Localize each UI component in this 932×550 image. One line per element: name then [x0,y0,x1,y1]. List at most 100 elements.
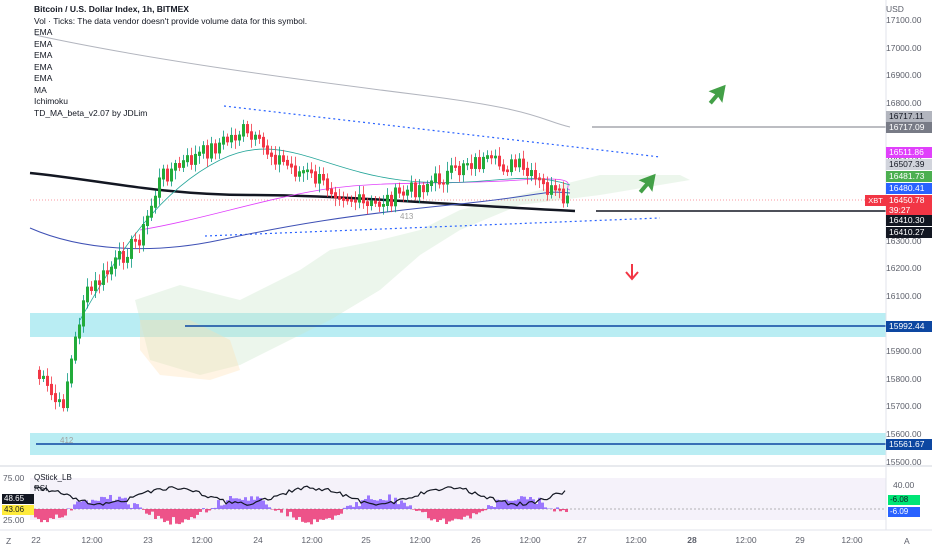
qstick-bar [475,509,478,515]
qstick-bar [112,500,115,509]
candle-body [406,189,409,196]
candle-body [94,280,97,291]
candle-body [422,185,425,193]
candle-body [510,159,513,173]
indicator-ema-1[interactable]: EMA [34,27,53,37]
qstick-bar [37,509,40,519]
qstick-bar [511,500,514,509]
qstick-bar [40,509,43,523]
qstick-bar [76,501,79,509]
qstick-bar [34,509,37,518]
candle-body [54,393,57,403]
qstick-bar [538,497,541,509]
candle-body [38,369,41,379]
ema-long-grey [34,34,571,128]
qstick-bar [73,504,76,509]
candle-body [230,134,233,143]
candle-body [114,257,117,269]
candle-body [86,286,89,303]
indicator-ma[interactable]: MA [34,84,47,95]
candle-body [542,178,545,185]
qstick-bar [322,509,325,520]
time-tick: 26 [471,535,481,545]
qstick-bar [442,509,445,519]
candle-body [414,182,417,198]
qstick-bar [307,509,310,523]
qstick-bar [280,509,283,513]
indicator-ichimoku[interactable]: Ichimoku [34,96,69,106]
qstick-bar [304,509,307,523]
price-tag: 16410.27 [886,227,932,238]
qstick-bar [148,509,151,515]
candle-body [338,196,341,200]
qstick-label[interactable]: QStick_LB [34,473,72,482]
indicator-ema-2[interactable]: EMA [34,38,53,49]
candle-body [282,155,285,162]
symbol-badge[interactable]: XBT [865,195,886,206]
qstick-bar [277,509,280,511]
indicator-ema-5[interactable]: EMA [34,73,53,83]
up-arrow-icon[interactable] [703,79,732,109]
rsi-label[interactable]: RSI [34,484,48,493]
qstick-bar [106,498,109,509]
zoom-icon[interactable]: Z [6,536,12,546]
candle-body [554,185,557,191]
candle-body [138,239,141,246]
qstick-bar [217,500,220,509]
up-arrow-icon[interactable] [633,168,662,198]
qstick-bar [235,498,238,509]
candle-body [306,169,309,173]
auto-scale-button[interactable]: A [904,536,910,546]
trendline-lower[interactable] [204,217,661,237]
qstick-bar [187,509,190,520]
candle-count-label: 412 [60,436,74,445]
qstick-bar [541,502,544,509]
rsi-line [34,485,566,507]
volume-note[interactable]: Vol · Ticks: The data vendor doesn't pro… [34,15,308,26]
qstick-bar [403,502,406,509]
qstick-bar [142,509,145,510]
trendline-upper[interactable] [223,105,661,158]
price-tag: 16410.30 [886,215,932,226]
ichimoku-cloud-bear [140,320,240,380]
currency-label[interactable]: USD [886,4,904,14]
qstick-value-tag: -6.08 [888,495,920,505]
qstick-bar [199,509,202,512]
indicator-ema-3[interactable]: EMA [34,50,53,60]
candle-body [150,205,153,218]
candle-body [506,169,509,173]
qstick-bar [244,497,247,509]
candle-body [154,195,157,208]
indicator-td-ma[interactable]: TD_MA_beta_v2.07 by JDLim [34,107,148,118]
price-tag: 16511.86 [886,147,932,158]
price-tag: 16717.09 [886,122,932,133]
time-tick: 12:00 [625,535,647,545]
candle-body [358,194,361,203]
qstick-bar [436,509,439,522]
candle-body [418,185,421,198]
candle-body [382,203,385,207]
candle-body [254,134,257,140]
qstick-bar [202,508,205,509]
down-arrow-icon[interactable] [625,264,639,281]
qstick-bar [262,500,265,509]
qstick-bar [181,509,184,523]
qstick-bar [196,509,199,515]
qstick-bar [346,505,349,509]
symbol-title[interactable]: Bitcoin / U.S. Dollar Index, 1h, BITMEX [34,4,189,14]
qstick-bar [178,509,181,525]
candlestick-series[interactable] [38,119,569,412]
price-tick: 16100.00 [886,291,922,301]
indicator-ema-4[interactable]: EMA [34,61,53,72]
time-tick: 22 [31,535,41,545]
qstick-bar [220,505,223,509]
candle-body [262,136,265,148]
candle-body [490,155,493,159]
candle-body [106,270,109,275]
ema-green [79,148,571,321]
candle-body [62,399,65,409]
candle-body [430,180,433,186]
candle-body [374,200,377,204]
candle-body [194,153,197,165]
